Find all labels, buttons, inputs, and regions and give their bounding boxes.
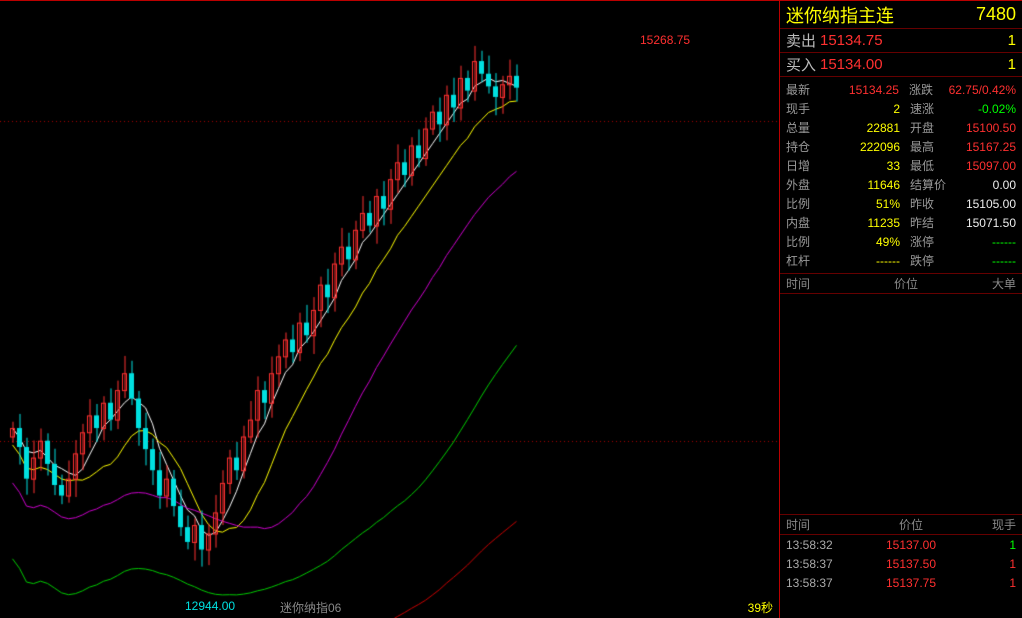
stat-label: 涨停 — [910, 233, 950, 250]
ask-price: 15134.75 — [820, 32, 986, 49]
stat-label: 现手 — [786, 100, 820, 117]
stat-row: 现手2速涨-0.02% — [780, 99, 1022, 118]
stat-label: 日增 — [786, 157, 820, 174]
stat-label: 跌停 — [910, 252, 950, 269]
ticks-body[interactable]: 13:58:3215137.00113:58:3715137.50113:58:… — [780, 535, 1022, 592]
stat-value: 49% — [820, 235, 910, 249]
stat-value: 15071.50 — [950, 216, 1016, 230]
bid-row[interactable]: 买入 15134.00 1 — [780, 53, 1022, 77]
chart-footer-name: 迷你纳指06 — [280, 599, 341, 616]
tick-row: 13:58:3715137.751 — [780, 573, 1022, 592]
chart-countdown: 39秒 — [748, 599, 773, 616]
stat-row: 比例49%涨停------ — [780, 232, 1022, 251]
stat-value: 15097.00 — [950, 159, 1016, 173]
stat-value: 15105.00 — [950, 197, 1016, 211]
stat-label: 开盘 — [910, 119, 950, 136]
instrument-title[interactable]: 迷你纳指主连 7480 — [780, 1, 1022, 29]
ask-qty: 1 — [986, 32, 1016, 49]
tick-price: 15137.50 — [856, 557, 966, 571]
ask-row[interactable]: 卖出 15134.75 1 — [780, 29, 1022, 53]
stat-value: ------ — [820, 254, 910, 268]
instrument-name: 迷你纳指主连 — [786, 2, 976, 28]
stat-label: 最低 — [910, 157, 950, 174]
tick-price: 15137.00 — [856, 538, 966, 552]
ticks-header: 时间 价位 现手 — [780, 515, 1022, 535]
stat-label: 内盘 — [786, 214, 820, 231]
stat-row: 比例51%昨收15105.00 — [780, 194, 1022, 213]
stat-label: 昨收 — [910, 195, 950, 212]
tick-row: 13:58:3215137.001 — [780, 535, 1022, 554]
stat-row: 最新15134.25涨跌62.75/0.42% — [780, 80, 1022, 99]
instrument-code: 7480 — [976, 4, 1016, 25]
ticks-col-price: 价位 — [856, 516, 966, 533]
tick-qty: 1 — [966, 576, 1016, 590]
tick-time: 13:58:32 — [786, 538, 856, 552]
stat-label: 外盘 — [786, 176, 820, 193]
ticks-col-qty: 现手 — [966, 516, 1016, 533]
ticks-col-time: 时间 — [786, 516, 856, 533]
stat-row: 持仓222096最高15167.25 — [780, 137, 1022, 156]
stat-row: 外盘11646结算价0.00 — [780, 175, 1022, 194]
stat-label: 速涨 — [910, 100, 950, 117]
stat-value: ------ — [950, 235, 1016, 249]
bid-price: 15134.00 — [820, 56, 986, 73]
tick-qty: 1 — [966, 557, 1016, 571]
stat-value: ------ — [950, 254, 1016, 268]
stat-value: 0.00 — [950, 178, 1016, 192]
tick-time: 13:58:37 — [786, 576, 856, 590]
bid-label: 买入 — [786, 54, 820, 75]
stat-value: 15167.25 — [950, 140, 1016, 154]
stat-label: 结算价 — [910, 176, 950, 193]
stat-label: 涨跌 — [909, 81, 949, 98]
stat-row: 日增33最低15097.00 — [780, 156, 1022, 175]
stat-value: 11235 — [820, 216, 910, 230]
stat-value: 33 — [820, 159, 910, 173]
quote-panel: 迷你纳指主连 7480 卖出 15134.75 1 买入 15134.00 1 … — [780, 0, 1022, 618]
tick-row: 13:58:3715137.501 — [780, 554, 1022, 573]
stat-value: 222096 — [820, 140, 910, 154]
stat-value: 11646 — [820, 178, 910, 192]
tick-time: 13:58:37 — [786, 557, 856, 571]
stat-value: 22881 — [820, 121, 910, 135]
stats-grid: 最新15134.25涨跌62.75/0.42%现手2速涨-0.02%总量2288… — [780, 77, 1022, 274]
tick-qty: 1 — [966, 538, 1016, 552]
chart-canvas[interactable] — [0, 1, 779, 618]
ask-label: 卖出 — [786, 30, 820, 51]
bigdeal-body[interactable] — [780, 294, 1022, 515]
chart-low-label: 12944.00 — [185, 599, 235, 613]
stat-value: 51% — [820, 197, 910, 211]
candlestick-chart[interactable]: 15268.75 12944.00 迷你纳指06 39秒 — [0, 0, 780, 618]
stat-row: 内盘11235昨结15071.50 — [780, 213, 1022, 232]
stat-label: 比例 — [786, 195, 820, 212]
bigdeal-col-size: 大单 — [966, 275, 1016, 292]
stat-value: 62.75/0.42% — [949, 83, 1016, 97]
stat-label: 比例 — [786, 233, 820, 250]
stat-label: 总量 — [786, 119, 820, 136]
bigdeal-header: 时间 价位 大单 — [780, 274, 1022, 294]
stat-value: 2 — [820, 102, 910, 116]
stat-label: 杠杆 — [786, 252, 820, 269]
stat-label: 最高 — [910, 138, 950, 155]
stat-label: 昨结 — [910, 214, 950, 231]
stat-row: 杠杆------跌停------ — [780, 251, 1022, 270]
chart-high-label: 15268.75 — [640, 33, 690, 47]
bigdeal-col-time: 时间 — [786, 275, 846, 292]
stat-value: 15100.50 — [950, 121, 1016, 135]
tick-price: 15137.75 — [856, 576, 966, 590]
stat-label: 最新 — [786, 81, 820, 98]
stat-value: 15134.25 — [820, 83, 909, 97]
stat-label: 持仓 — [786, 138, 820, 155]
bigdeal-col-price: 价位 — [846, 275, 966, 292]
bid-qty: 1 — [986, 56, 1016, 73]
stat-row: 总量22881开盘15100.50 — [780, 118, 1022, 137]
stat-value: -0.02% — [950, 102, 1016, 116]
